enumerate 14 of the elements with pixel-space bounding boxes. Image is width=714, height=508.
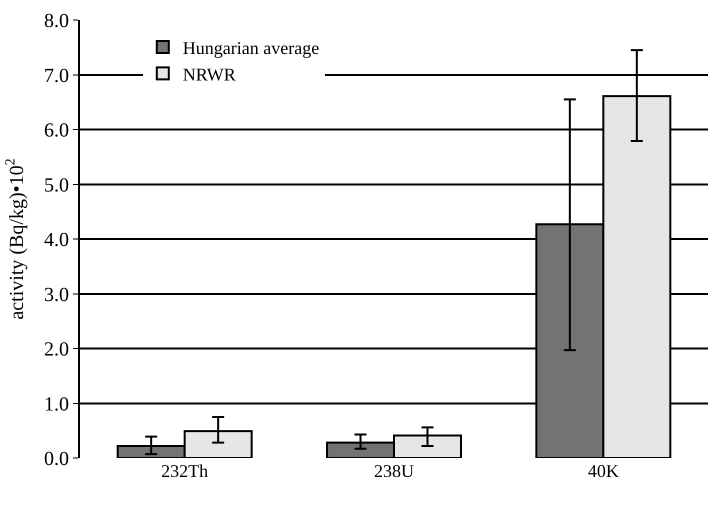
y-tick-label: 2.0 <box>44 338 69 360</box>
legend-label: NRWR <box>182 64 236 84</box>
y-tick-label: 3.0 <box>44 284 69 306</box>
y-tick-label: 4.0 <box>44 229 69 251</box>
legend-label: Hungarian average <box>182 38 320 58</box>
y-tick-label: 7.0 <box>44 64 69 87</box>
y-tick-label: 1.0 <box>44 393 69 416</box>
y-tick-label: 6.0 <box>44 120 69 142</box>
x-tick-label: 238U <box>374 461 414 481</box>
y-tick-label: 0.0 <box>44 448 69 470</box>
x-tick-label: 232Th <box>161 461 208 481</box>
y-tick-label: 8.0 <box>44 10 69 32</box>
x-tick-label: 40K <box>588 461 619 481</box>
y-tick-label: 5.0 <box>44 174 69 196</box>
